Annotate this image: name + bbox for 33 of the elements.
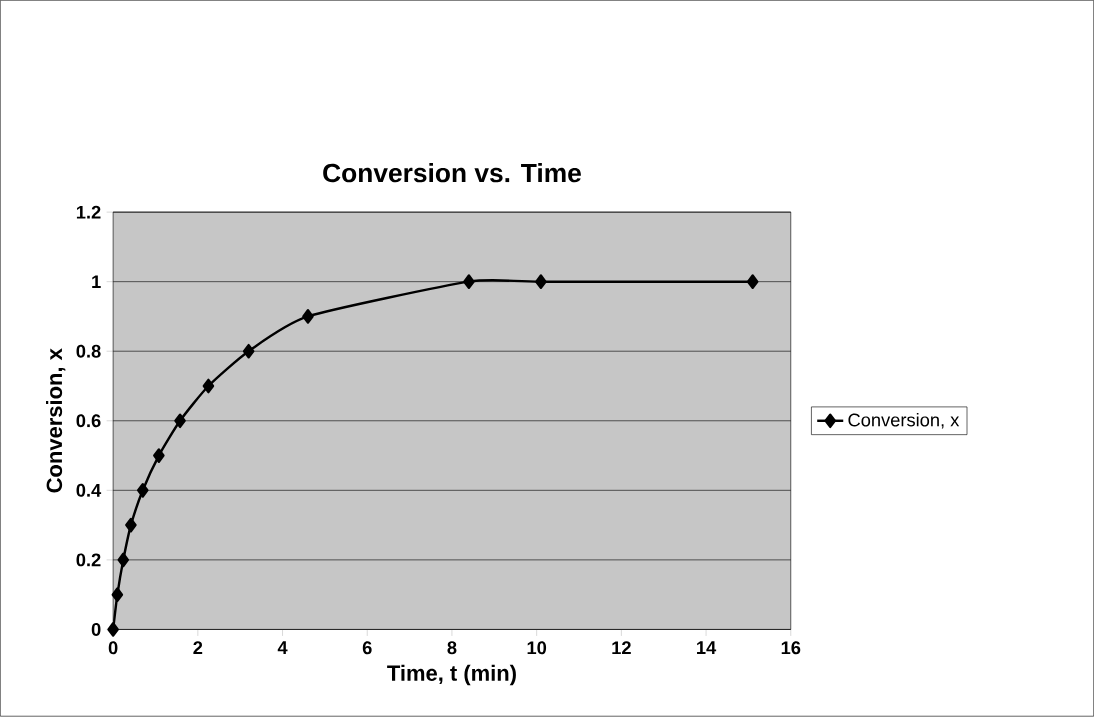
x-tick-label: 6 bbox=[362, 641, 372, 655]
x-axis-title: Time, t (min) bbox=[387, 665, 516, 686]
point bbox=[107, 622, 119, 637]
y-tick-label: 0.8 bbox=[76, 344, 101, 358]
y-axis-title: Conversion, x bbox=[46, 348, 66, 493]
point bbox=[153, 448, 165, 464]
point bbox=[302, 309, 314, 324]
y-tick-label: 0.2 bbox=[76, 553, 101, 567]
y-tick-label: 1.2 bbox=[76, 205, 101, 219]
chart-title: Conversion vs. Time bbox=[323, 163, 581, 183]
y-tick-label: 1 bbox=[92, 275, 101, 289]
x-tick-label: 16 bbox=[781, 641, 801, 655]
point bbox=[174, 413, 186, 429]
x-tick-label: 0 bbox=[108, 641, 118, 655]
point bbox=[746, 274, 759, 290]
point bbox=[463, 274, 475, 290]
point bbox=[202, 378, 215, 394]
legend-label: Conversion, x bbox=[848, 413, 960, 429]
point bbox=[535, 274, 547, 290]
point bbox=[242, 344, 255, 359]
y-tick-label: 0.4 bbox=[76, 484, 102, 498]
x-tick-label: 10 bbox=[527, 641, 547, 655]
point bbox=[125, 518, 137, 533]
point bbox=[136, 483, 149, 498]
x-tick-label: 2 bbox=[193, 641, 203, 655]
y-tick-label: 0.6 bbox=[76, 414, 101, 428]
x-tick-label: 14 bbox=[697, 641, 717, 655]
x-tick-label: 8 bbox=[447, 641, 457, 655]
x-tick-label: 12 bbox=[612, 641, 631, 655]
x-tick-label: 4 bbox=[277, 641, 288, 655]
point bbox=[117, 552, 130, 568]
point bbox=[111, 587, 124, 603]
y-tick-label: 0 bbox=[91, 623, 101, 637]
